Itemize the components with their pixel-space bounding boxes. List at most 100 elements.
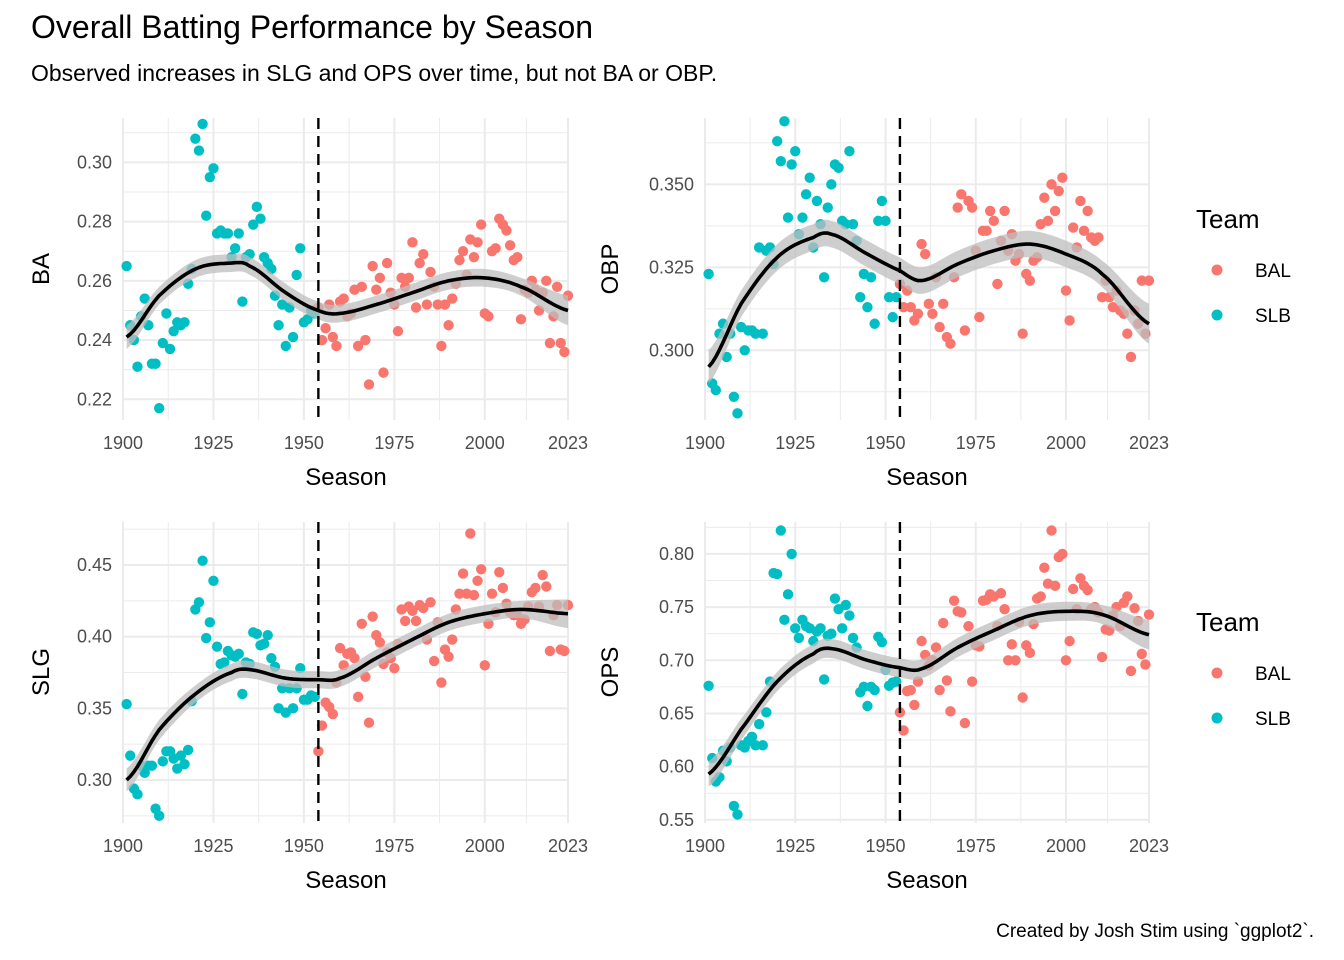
- data-point-bal: [407, 237, 418, 248]
- data-point-bal: [418, 248, 429, 260]
- x-tick-label: 1900: [103, 836, 143, 856]
- data-point-bal: [472, 575, 483, 586]
- data-point-bal: [371, 284, 382, 295]
- data-point-bal: [559, 645, 570, 657]
- data-point-bal: [418, 602, 429, 614]
- x-tick-label: 1950: [865, 836, 905, 856]
- data-point-slb: [291, 269, 302, 281]
- data-point-slb: [862, 700, 873, 712]
- data-point-bal: [425, 597, 436, 608]
- data-point-bal: [537, 569, 548, 581]
- data-point-slb: [175, 750, 187, 761]
- data-point-bal: [360, 334, 371, 346]
- data-point-bal: [378, 367, 389, 378]
- legend-label-bal: BAL: [1255, 261, 1291, 282]
- data-point-bal: [555, 337, 566, 349]
- data-point-bal: [512, 251, 523, 263]
- data-point-bal: [1064, 315, 1075, 326]
- data-point-bal: [432, 299, 443, 310]
- data-point-bal: [959, 717, 971, 729]
- data-point-bal: [475, 564, 487, 575]
- data-point-slb: [125, 750, 136, 761]
- data-point-bal: [999, 604, 1010, 615]
- data-point-bal: [916, 635, 927, 647]
- chart-title: Overall Batting Performance by Season: [31, 9, 594, 45]
- data-point-bal: [1122, 591, 1133, 602]
- data-point-slb: [779, 116, 790, 127]
- data-point-bal: [1057, 548, 1068, 560]
- data-point-bal: [331, 340, 342, 352]
- data-point-slb: [826, 179, 837, 190]
- data-point-slb: [793, 632, 805, 644]
- data-point-bal: [923, 298, 935, 310]
- data-point-slb: [826, 628, 837, 639]
- data-point-slb: [844, 145, 855, 157]
- data-point-slb: [157, 756, 168, 767]
- data-point-bal: [544, 645, 556, 657]
- data-point-slb: [815, 623, 826, 634]
- data-point-bal: [544, 337, 556, 349]
- data-point-bal: [439, 299, 451, 310]
- data-point-slb: [182, 744, 194, 756]
- y-tick-label: 0.300: [649, 340, 694, 360]
- data-point-bal: [927, 308, 938, 320]
- data-point-bal: [501, 225, 512, 236]
- data-point-bal: [457, 246, 469, 257]
- data-point-bal: [941, 675, 953, 686]
- data-point-bal: [389, 663, 400, 674]
- y-tick-label: 0.55: [659, 810, 694, 830]
- x-tick-label: 2000: [465, 433, 505, 453]
- data-point-bal: [559, 346, 570, 358]
- x-tick-label: 1925: [775, 433, 815, 453]
- data-point-slb: [121, 698, 132, 710]
- data-point-bal: [1039, 192, 1050, 203]
- data-point-bal: [443, 320, 454, 331]
- confidence-band: [708, 601, 1149, 787]
- data-point-slb: [139, 293, 150, 304]
- data-point-bal: [483, 311, 494, 322]
- data-point-slb: [862, 301, 873, 313]
- data-point-slb: [840, 599, 851, 611]
- data-point-bal: [995, 588, 1007, 599]
- data-point-bal: [515, 314, 527, 325]
- legend-key-bal: [1211, 264, 1223, 276]
- data-point-slb: [750, 740, 761, 751]
- chart-subtitle: Observed increases in SLG and OPS over t…: [31, 60, 718, 86]
- data-point-bal: [984, 205, 996, 217]
- data-point-slb: [248, 219, 259, 230]
- y-tick-label: 0.35: [77, 698, 112, 718]
- data-point-slb: [193, 597, 205, 608]
- data-point-slb: [883, 292, 895, 303]
- x-tick-label: 1925: [193, 836, 233, 856]
- data-point-bal: [551, 281, 563, 292]
- data-point-bal: [367, 260, 378, 272]
- data-point-slb: [855, 292, 866, 303]
- data-point-bal: [352, 340, 364, 352]
- y-tick-label: 0.70: [659, 650, 694, 670]
- data-point-bal: [963, 621, 974, 632]
- data-point-bal: [938, 298, 949, 310]
- legend-bottom: Team BAL SLB: [1196, 607, 1291, 730]
- data-point-slb: [211, 641, 223, 652]
- smooth-line: [125, 607, 569, 782]
- data-point-bal: [396, 272, 407, 284]
- series-slb: [121, 555, 320, 822]
- data-point-slb: [818, 674, 830, 685]
- data-point-bal: [974, 311, 985, 323]
- data-point-bal: [934, 684, 945, 696]
- data-point-slb: [208, 575, 219, 586]
- legend-title: Team: [1196, 204, 1260, 234]
- legend-title: Team: [1196, 607, 1260, 637]
- panel-ops: 0.55 0.60 0.65 0.70 0.75 0.80 1900 1925 1950 1975…: [597, 522, 1169, 894]
- x-tick-label: 1925: [193, 433, 233, 453]
- data-point-bal: [966, 676, 978, 687]
- x-tick-label: 2023: [1129, 836, 1169, 856]
- data-point-slb: [746, 731, 758, 743]
- data-point-slb: [847, 632, 859, 644]
- data-point-bal: [1039, 562, 1050, 573]
- data-point-bal: [490, 243, 501, 254]
- x-tick-label: 2000: [1046, 433, 1086, 453]
- data-point-bal: [421, 299, 433, 310]
- data-point-slb: [237, 688, 248, 700]
- data-point-bal: [1143, 275, 1155, 286]
